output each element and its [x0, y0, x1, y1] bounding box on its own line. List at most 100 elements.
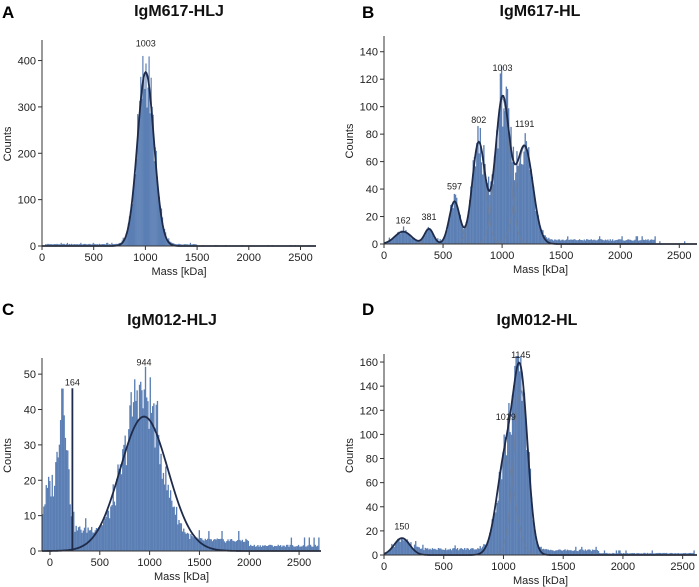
histogram-bar: [132, 402, 135, 551]
histogram-bar: [418, 547, 420, 555]
histogram-bar: [299, 546, 301, 551]
histogram-bar: [491, 174, 493, 244]
histogram-bar: [45, 244, 47, 246]
histogram-bar: [101, 244, 104, 246]
histogram-bar: [446, 230, 448, 244]
histogram-bar: [589, 549, 591, 555]
histogram-bar: [163, 484, 166, 551]
histogram-bar: [245, 538, 247, 551]
histogram-bar: [587, 549, 589, 555]
histogram-bar: [550, 239, 552, 244]
histogram-bar: [683, 553, 686, 555]
histogram-bar: [68, 469, 70, 551]
y-tick-label: 40: [366, 184, 378, 196]
histogram-bar: [309, 544, 312, 551]
histogram-bar: [493, 513, 496, 555]
y-tick-label: 100: [360, 429, 378, 441]
histogram-bar: [294, 546, 296, 551]
histogram-bar: [216, 538, 218, 551]
histogram-bar: [564, 240, 567, 244]
histogram-bar: [119, 464, 122, 551]
histogram-bar: [409, 545, 411, 555]
histogram-bar: [84, 243, 86, 246]
histogram-bar: [585, 550, 588, 555]
histogram-bar: [549, 239, 551, 244]
histogram-bar: [156, 176, 158, 246]
histogram-bar: [433, 237, 435, 244]
histogram-bar: [46, 487, 49, 551]
histogram-bar: [129, 210, 132, 246]
histogram-bar: [529, 468, 532, 555]
histogram-bar: [114, 505, 117, 551]
histogram-bar: [127, 223, 129, 246]
panel-title-a: IgM617-HLJ: [134, 3, 224, 20]
histogram-bar: [235, 541, 238, 551]
x-tick-label: 0: [47, 557, 53, 569]
histogram-bar: [50, 244, 52, 246]
histogram-bar: [467, 548, 469, 555]
histogram-bar: [582, 549, 584, 555]
histogram-bar: [97, 528, 99, 551]
histogram-bar: [573, 550, 576, 555]
x-tick-label: 2000: [608, 250, 632, 262]
histogram-bar: [536, 214, 538, 244]
histogram-bar: [284, 546, 287, 551]
histogram-bar: [508, 402, 510, 555]
histogram-bar: [454, 545, 456, 555]
histogram-bar: [83, 527, 86, 551]
histogram-bar: [485, 180, 487, 244]
histogram-bar: [583, 550, 585, 555]
histogram-bar: [393, 237, 395, 244]
fit-curve-2: [384, 458, 697, 556]
histogram-bar: [534, 533, 536, 555]
histogram-bar: [252, 546, 254, 551]
y-tick-label: 80: [366, 454, 378, 466]
histogram-bar: [112, 484, 114, 551]
histogram-bar: [480, 162, 483, 244]
histogram-bar: [497, 148, 499, 244]
histogram-bar: [581, 239, 583, 244]
histogram-bar: [446, 550, 448, 555]
histogram-bar: [599, 553, 601, 555]
histogram-bar: [571, 239, 574, 244]
histogram-bar: [631, 553, 633, 555]
histogram-bar: [557, 239, 559, 244]
peak-label: 1003: [136, 38, 156, 48]
histogram-bar: [490, 531, 492, 555]
histogram-bar: [315, 546, 318, 551]
histogram-bar: [595, 546, 597, 555]
panel-letter-a: A: [2, 3, 14, 22]
histogram-bar: [89, 243, 91, 246]
histogram-bar: [443, 549, 446, 555]
histogram-bar: [146, 107, 148, 247]
histogram-bar: [600, 239, 602, 244]
y-tick-label: 40: [24, 405, 36, 417]
histogram-bar: [627, 239, 629, 244]
histogram-bar: [577, 240, 580, 244]
histogram-bar: [426, 228, 428, 244]
histogram-bar: [569, 550, 571, 555]
histogram-bar: [448, 549, 450, 555]
histogram-bar: [124, 237, 126, 246]
histogram-bar: [64, 437, 67, 551]
histogram-bar: [393, 547, 395, 555]
histogram-bar: [287, 544, 289, 551]
histogram-bar: [582, 240, 584, 244]
histogram-bar: [267, 545, 270, 551]
histogram-bar: [137, 419, 140, 551]
histogram-bar: [218, 539, 221, 551]
histogram-bar: [154, 147, 156, 246]
histogram-bar: [501, 479, 503, 555]
histogram-bar: [52, 496, 55, 551]
histogram-bar: [427, 548, 429, 555]
histogram-bar: [157, 434, 160, 551]
y-tick-label: 30: [24, 440, 36, 452]
histogram-bar: [682, 553, 684, 555]
histogram-bar: [406, 539, 409, 555]
histogram-bar: [395, 541, 398, 555]
x-tick-label: 2500: [670, 561, 694, 573]
histogram-bar: [67, 450, 69, 551]
y-tick-label: 100: [18, 195, 36, 207]
histogram-bar: [233, 540, 235, 551]
